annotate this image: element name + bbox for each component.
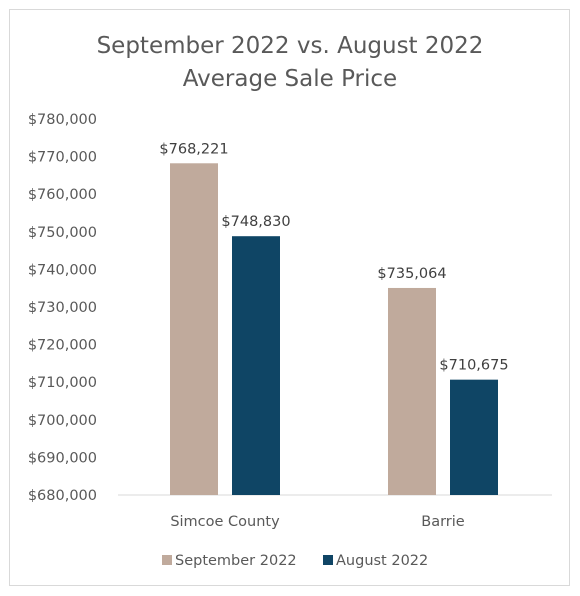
bars: $768,221 $748,830 $735,064 $710,675 [159, 141, 509, 495]
y-axis: $680,000 $690,000 $700,000 $710,000 $720,000… [28, 112, 97, 504]
legend: September 2022 August 2022 [162, 553, 428, 569]
legend-label: September 2022 [175, 553, 297, 569]
bar-september [388, 287, 436, 495]
legend-swatch [323, 555, 333, 565]
legend-swatch [162, 555, 172, 565]
y-tick-label: $750,000 [28, 225, 97, 241]
bar-august [450, 379, 498, 495]
y-tick-label: $740,000 [28, 262, 97, 278]
data-label: $735,064 [377, 266, 446, 282]
bar-august [232, 236, 280, 495]
data-label: $768,221 [159, 141, 228, 157]
y-tick-label: $690,000 [28, 450, 97, 466]
y-tick-label: $700,000 [28, 413, 97, 429]
y-tick-label: $760,000 [28, 187, 97, 203]
y-tick-label: $680,000 [28, 488, 97, 504]
y-tick-label: $730,000 [28, 300, 97, 316]
data-label: $710,675 [439, 358, 508, 374]
bar-september [170, 163, 218, 495]
y-tick-label: $780,000 [28, 112, 97, 128]
x-axis-categories: Simcoe County Barrie [170, 514, 464, 530]
x-category-label: Simcoe County [170, 514, 280, 530]
y-tick-label: $710,000 [28, 375, 97, 391]
y-tick-label: $770,000 [28, 150, 97, 166]
x-category-label: Barrie [421, 514, 465, 530]
y-tick-label: $720,000 [28, 338, 97, 354]
chart-title-line-2: Average Sale Price [183, 66, 397, 92]
legend-label: August 2022 [336, 553, 428, 569]
data-label: $748,830 [221, 214, 290, 230]
chart-title-line-1: September 2022 vs. August 2022 [97, 33, 484, 59]
